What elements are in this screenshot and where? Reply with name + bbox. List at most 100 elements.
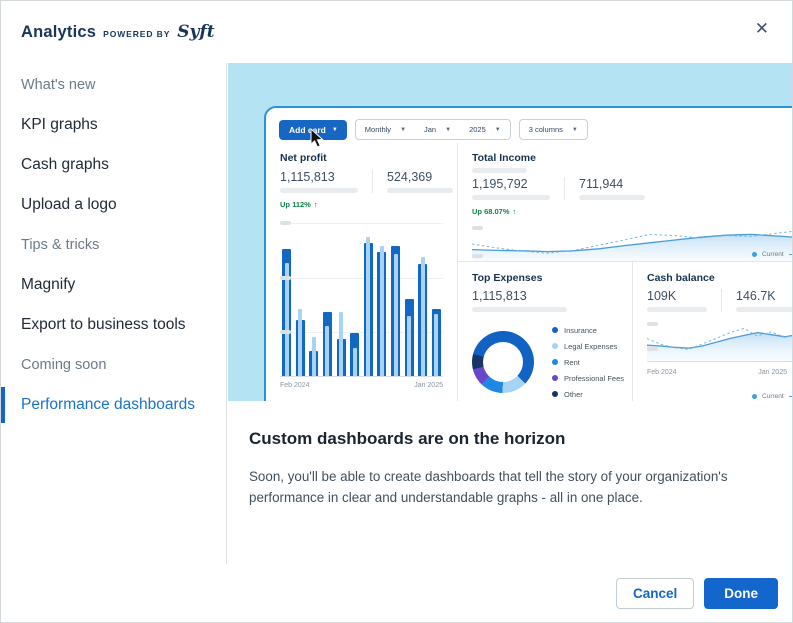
area-chart-svg	[471, 230, 792, 261]
top-expenses-value: 1,115,813	[472, 289, 527, 303]
value-underline	[736, 307, 792, 312]
selected-indicator	[1, 387, 5, 423]
chevron-down-icon: ▼	[571, 126, 578, 133]
sidebar-item-label: Cash graphs	[21, 156, 109, 173]
chevron-down-icon: ▼	[331, 126, 338, 133]
donut-chart	[472, 331, 534, 393]
net-profit-value-secondary: 524,369	[387, 170, 433, 184]
legend-dot-icon	[552, 343, 558, 349]
chevron-down-icon: ▼	[400, 126, 407, 133]
legend-label: Insurance	[564, 325, 597, 335]
sidebar-item[interactable]: Export to business tools	[1, 305, 226, 345]
legend-dot-icon	[552, 359, 558, 365]
legend-item: Other	[552, 386, 624, 401]
total-income-value-secondary: 711,944	[579, 177, 624, 191]
top-expenses-title: Top Expenses	[472, 272, 543, 284]
title-analytics: Analytics	[21, 23, 97, 41]
donut-hole	[483, 342, 523, 382]
gridline	[280, 331, 443, 333]
preview-toolbar: Add card ▼ Monthly ▼ Jan ▼ 2025 ▼ 3 columns…	[279, 119, 588, 140]
bar	[404, 221, 414, 376]
y-tick	[472, 253, 483, 258]
legend-label: Professional Fees	[564, 373, 625, 383]
bar	[363, 221, 373, 376]
value-underline	[472, 195, 550, 200]
dashboard-preview-card: Add card ▼ Monthly ▼ Jan ▼ 2025 ▼ 3 columns…	[264, 106, 792, 401]
donut-legend: Insurance Legal Expenses Rent Professional …	[552, 322, 624, 401]
done-button[interactable]: Done	[704, 577, 778, 609]
syft-logo: Syft	[177, 22, 215, 42]
total-income-card: Total Income 1,195,792 711,944	[458, 143, 792, 262]
y-tick	[280, 330, 291, 335]
legend-dot-icon	[752, 394, 758, 399]
legend-label: Other	[564, 389, 583, 399]
feature-heading: Custom dashboards are on the horizon	[249, 429, 566, 448]
divider	[564, 177, 565, 200]
close-icon[interactable]: ✕	[754, 19, 769, 38]
sidebar-item-label: Upload a logo	[21, 196, 117, 213]
top-expenses-card: Top Expenses 1,115,813 Insurance Legal Ex…	[458, 262, 633, 401]
cash-balance-title: Cash balance	[647, 272, 715, 284]
feature-description: Soon, you'll be able to create dashboard…	[249, 469, 728, 506]
chevron-down-icon: ▼	[494, 126, 501, 133]
net-profit-change: Up 112% ↑	[280, 200, 318, 209]
legend-item: Legal Expenses	[552, 338, 624, 354]
total-income-title: Total Income	[472, 152, 536, 164]
sidebar-item[interactable]: Upload a logo	[1, 185, 226, 225]
legend-dot-icon	[552, 391, 558, 397]
chart-legend: CurrentPrevious	[752, 251, 792, 258]
month-dropdown[interactable]: Jan ▼	[424, 125, 452, 134]
cash-balance-area-chart: Feb 2024 Jan 2025	[646, 320, 792, 376]
bar	[322, 221, 332, 376]
preview-grid: Net profit 1,115,813 524,369 Up	[266, 143, 792, 401]
sidebar-item-label: Coming soon	[21, 357, 107, 373]
value-underline	[387, 188, 453, 193]
bar	[282, 221, 291, 376]
modal-header: Analytics POWERED BY Syft ✕	[1, 1, 792, 63]
gridline	[280, 278, 443, 280]
value-underline	[647, 307, 707, 312]
cash-balance-values: 109K 146.7K	[647, 289, 792, 312]
frequency-dropdown[interactable]: Monthly ▼	[364, 125, 407, 134]
sidebar-item[interactable]: KPI graphs	[1, 105, 226, 145]
divider	[721, 289, 722, 312]
sidebar-item-label: Tips & tricks	[21, 237, 100, 253]
legend-label: Current	[762, 251, 784, 258]
cancel-button[interactable]: Cancel	[615, 577, 695, 609]
sidebar-item[interactable]: Magnify	[1, 265, 226, 305]
value-underline	[280, 188, 358, 193]
total-income-change: Up 68.07% ↑	[472, 207, 517, 216]
net-profit-card: Net profit 1,115,813 524,369 Up	[266, 143, 458, 401]
bar	[431, 221, 441, 376]
sidebar: What's new KPI graphs Cash graphs Upload a …	[1, 63, 227, 564]
bar	[418, 221, 428, 376]
legend-label: Legal Expenses	[564, 341, 618, 351]
top-expenses-donut-chart: Insurance Legal Expenses Rent Professional …	[472, 322, 632, 401]
chart-legend: CurrentPrevious	[752, 393, 792, 400]
sidebar-section-label: Tips & tricks	[1, 225, 226, 265]
bar	[377, 221, 387, 376]
bar	[309, 221, 319, 376]
period-dropdown-group: Monthly ▼ Jan ▼ 2025 ▼	[354, 119, 511, 140]
sidebar-item[interactable]: Performance dashboards	[1, 385, 226, 425]
columns-dropdown[interactable]: 3 columns ▼	[518, 119, 588, 140]
subtitle-placeholder	[472, 168, 527, 173]
y-tick	[472, 226, 483, 230]
y-tick	[647, 322, 658, 326]
net-profit-bar-chart: Feb 2024 Jan 2025	[280, 221, 443, 389]
bar-series	[282, 221, 441, 376]
net-profit-values: 1,115,813 524,369	[280, 170, 453, 193]
bar	[336, 221, 346, 376]
add-card-button[interactable]: Add card ▼	[279, 119, 347, 140]
modal-footer: Cancel Done	[1, 564, 792, 622]
sidebar-item[interactable]: Cash graphs	[1, 145, 226, 185]
year-dropdown[interactable]: 2025 ▼	[469, 125, 501, 134]
sidebar-item-label: Export to business tools	[21, 316, 186, 333]
total-income-values: 1,195,792 711,944	[472, 177, 792, 200]
gridline	[280, 223, 443, 224]
legend-label: Rent	[564, 357, 580, 367]
y-tick	[280, 221, 291, 225]
value-underline	[472, 307, 567, 312]
legend-item: Rent	[552, 354, 624, 370]
